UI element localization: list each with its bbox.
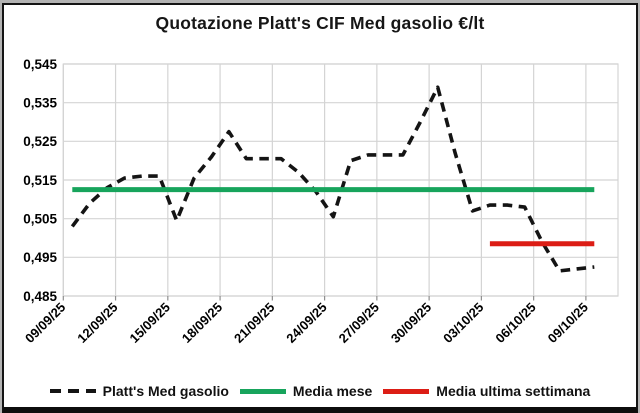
x-axis-tick-label: 03/10/25 (440, 300, 486, 346)
solid-line-swatch-icon (239, 388, 286, 394)
y-axis-tick-label: 0,545 (23, 57, 57, 72)
x-axis-tick-label: 21/09/25 (231, 300, 277, 346)
legend-item-platts: Platt's Med gasolio (49, 383, 229, 399)
x-axis-tick-label: 06/10/25 (492, 300, 538, 346)
x-axis-tick-label: 30/09/25 (388, 300, 434, 346)
x-axis-tick-label: 27/09/25 (336, 300, 382, 346)
platts-series-line (70, 85, 595, 273)
legend-label: Platt's Med gasolio (102, 383, 229, 399)
dashed-line-swatch-icon (49, 388, 96, 394)
y-axis-tick-label: 0,515 (23, 173, 57, 188)
chart-background (2, 3, 638, 413)
y-axis-tick-label: 0,505 (23, 211, 57, 226)
legend-label: Media ultima settimana (436, 383, 591, 399)
y-axis-tick-label: 0,535 (23, 95, 57, 110)
x-axis-tick-label: 12/09/25 (74, 300, 120, 346)
y-axis-tick-label: 0,525 (23, 134, 57, 149)
y-axis-tick-label: 0,485 (23, 289, 57, 304)
x-axis-tick-label: 24/09/25 (283, 300, 329, 346)
chart-legend: Platt's Med gasolio Media mese Media ult… (0, 383, 640, 399)
y-axis-tick-label: 0,495 (23, 250, 57, 265)
x-axis-tick-label: 18/09/25 (179, 300, 225, 346)
x-axis-tick-label: 15/09/25 (127, 300, 173, 346)
x-axis-tick-label: 09/10/25 (545, 300, 591, 346)
legend-item-media-settimana: Media ultima settimana (383, 383, 590, 399)
x-axis-tick-label: 09/09/25 (22, 300, 68, 346)
legend-label: Media mese (292, 383, 373, 399)
solid-line-swatch-icon (383, 388, 430, 394)
legend-item-media-mese: Media mese (239, 383, 373, 399)
chart-title: Quotazione Platt's CIF Med gasolio €/lt (155, 13, 485, 33)
